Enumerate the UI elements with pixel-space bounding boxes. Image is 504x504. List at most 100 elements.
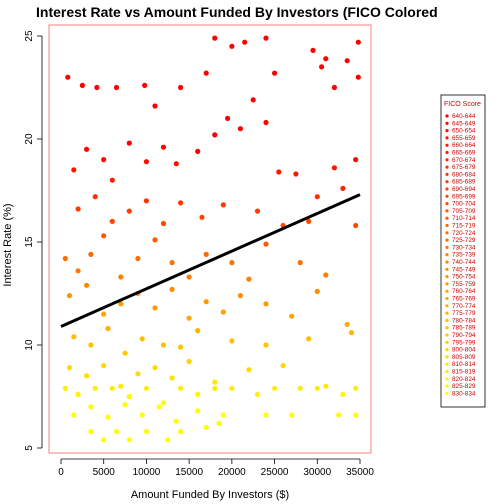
data-point (92, 194, 98, 200)
data-point (263, 119, 269, 126)
data-point (355, 74, 361, 80)
legend-entry: 735-739 (452, 252, 476, 259)
legend-entry: 715-719 (452, 223, 476, 230)
data-point (203, 424, 209, 430)
legend-entry: 705-709 (452, 208, 476, 215)
data-point (293, 171, 299, 177)
legend-marker (445, 129, 449, 133)
data-point (353, 385, 359, 391)
data-point (272, 385, 278, 391)
data-point (101, 233, 107, 239)
legend-entry: 755-759 (452, 281, 476, 288)
data-point (246, 367, 252, 373)
legend-marker (445, 121, 449, 125)
data-point (289, 412, 295, 418)
points-group (62, 35, 361, 443)
data-point (195, 408, 201, 414)
data-point (344, 58, 350, 64)
legend-entry: 805-809 (452, 354, 476, 361)
legend-entry: 820-824 (452, 376, 476, 383)
legend-marker (445, 150, 449, 155)
y-axis-label: Interest Rate (%) (2, 203, 14, 286)
legend-marker (445, 136, 449, 140)
data-point (254, 208, 261, 214)
legend-entry: 670-674 (452, 157, 476, 164)
data-point (135, 255, 141, 262)
legend-entry: 770-774 (452, 303, 476, 310)
x-tick-label: 15000 (175, 467, 203, 478)
legend-marker (445, 223, 449, 228)
data-point (118, 274, 124, 280)
data-point (195, 328, 201, 334)
legend-marker (445, 377, 449, 381)
legend-marker (445, 245, 449, 249)
legend-marker (445, 143, 449, 147)
regression-line (60, 193, 361, 328)
data-point (178, 385, 184, 391)
legend-entry: 695-699 (452, 193, 476, 200)
data-point (297, 260, 303, 266)
data-point (344, 321, 350, 327)
data-point (319, 64, 325, 70)
data-point (105, 414, 111, 420)
data-point (126, 208, 132, 214)
data-point (178, 344, 184, 350)
y-tick-label: 25 (24, 30, 35, 42)
legend-marker (445, 180, 449, 184)
legend-entry: 640-644 (452, 113, 476, 120)
legend-marker (445, 282, 449, 286)
legend-marker (445, 114, 449, 118)
data-point (263, 241, 269, 247)
data-point (160, 220, 167, 227)
data-point (169, 260, 175, 266)
legend-marker (445, 340, 449, 344)
legend-entry: 740-744 (452, 259, 476, 266)
legend-marker (445, 289, 449, 293)
data-point (84, 373, 90, 379)
data-point (310, 47, 316, 54)
data-point (71, 167, 77, 173)
data-point (160, 342, 167, 348)
legend-entry: 795-799 (452, 339, 476, 346)
legend-marker (445, 318, 449, 322)
legend-entry: 780-784 (452, 317, 476, 324)
legend-entry: 800-804 (452, 347, 476, 354)
data-point (229, 338, 235, 344)
data-point (355, 39, 361, 45)
chart-title: Interest Rate vs Amount Funded By Invest… (36, 4, 438, 20)
data-point (88, 404, 94, 410)
legend-entry: 785-789 (452, 325, 476, 332)
legend-entry: 765-769 (452, 296, 476, 303)
data-point (203, 251, 209, 257)
legend-entry: 725-729 (452, 237, 476, 244)
data-point (71, 412, 77, 418)
data-point (88, 428, 94, 435)
legend-entry: 720-724 (452, 230, 476, 237)
legend-entry: 650-654 (452, 128, 476, 135)
legend-marker (445, 172, 449, 176)
data-point (212, 35, 218, 41)
data-point (173, 418, 179, 424)
data-point (178, 84, 184, 91)
data-point (297, 385, 303, 391)
legend-marker (445, 216, 449, 220)
legend-marker (445, 311, 449, 315)
data-point (314, 385, 320, 391)
data-point (122, 402, 128, 408)
y-tick-label: 10 (24, 339, 35, 351)
plot-frame (48, 24, 372, 454)
legend-entry: 690-694 (452, 186, 476, 193)
legend-marker (445, 231, 449, 235)
legend-entry: 775-779 (452, 310, 476, 317)
data-point (152, 305, 158, 311)
legend: FICO Score 640-644645-649650-654655-6596… (440, 94, 486, 408)
data-point (75, 206, 81, 212)
x-tick-label: 30000 (303, 467, 331, 478)
legend-marker (445, 194, 449, 198)
data-point (220, 412, 226, 418)
data-point (126, 140, 132, 146)
data-point (75, 391, 81, 397)
data-point (160, 400, 167, 406)
x-tick-label: 0 (58, 467, 64, 478)
x-tick-label: 5000 (93, 467, 116, 478)
